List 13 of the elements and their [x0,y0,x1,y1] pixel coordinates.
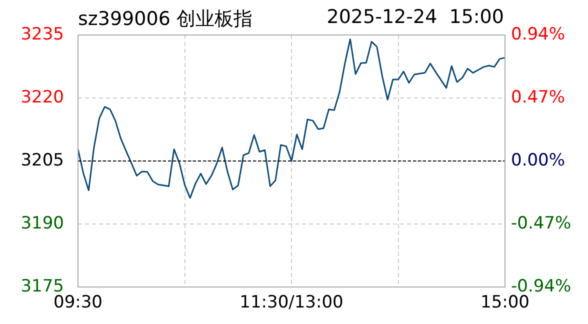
y2-tick-label: 0.00% [511,150,566,170]
y-tick-label: 3220 [20,87,64,108]
y2-tick-label: 0.94% [511,24,566,44]
y-tick-label: 3205 [20,150,64,170]
chart-title: sz399006 创业板指 [78,7,252,32]
y2-tick-label: -0.47% [511,213,572,234]
x-tick-label: 15:00 [480,292,530,313]
y2-tick-label: 0.47% [511,87,566,108]
y-tick-label: 3190 [20,213,64,234]
y-tick-label: 3235 [20,24,64,44]
x-tick-label: 11:30/13:00 [240,292,344,313]
chart-subtitle: 2025-12-24 15:00 [326,6,504,28]
x-tick-label: 09:30 [54,292,102,313]
